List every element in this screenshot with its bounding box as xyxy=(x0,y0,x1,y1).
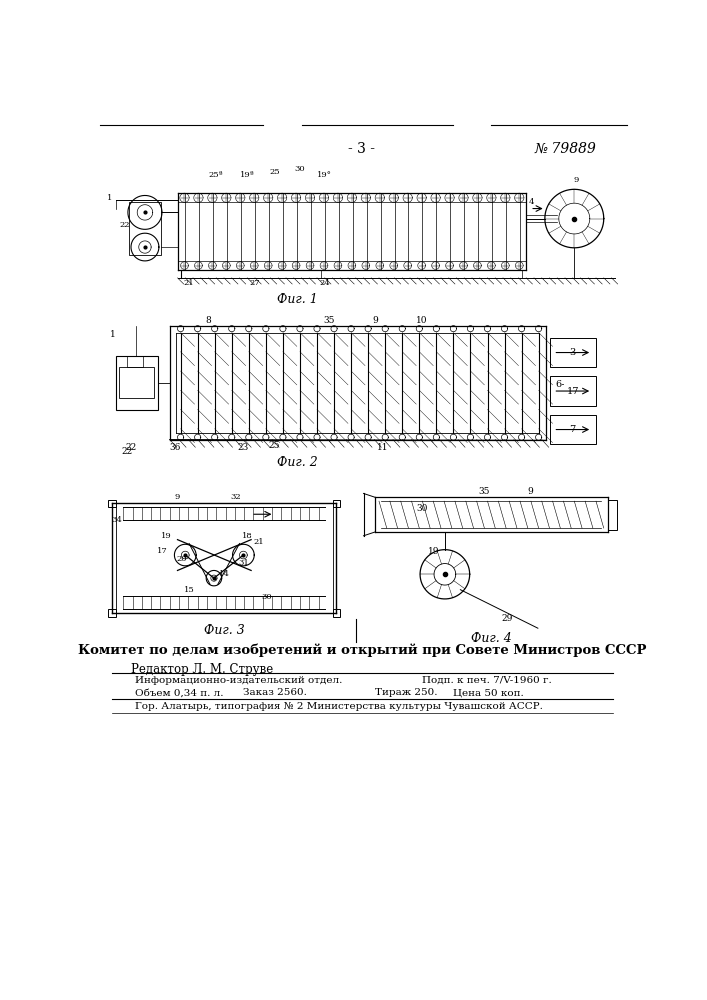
Text: Фиг. 3: Фиг. 3 xyxy=(204,624,245,637)
Text: 25ª: 25ª xyxy=(209,171,223,179)
Bar xyxy=(549,338,596,367)
Text: Фиг. 1: Фиг. 1 xyxy=(277,293,318,306)
Text: 36: 36 xyxy=(170,443,181,452)
Bar xyxy=(549,415,596,444)
Text: 17: 17 xyxy=(566,387,579,396)
Text: Цена 50 коп.: Цена 50 коп. xyxy=(452,688,523,697)
Text: 19: 19 xyxy=(160,532,171,540)
Text: 9: 9 xyxy=(373,316,378,325)
Text: 30: 30 xyxy=(262,593,272,601)
Text: 19ª: 19ª xyxy=(240,171,255,179)
Text: 22: 22 xyxy=(125,443,136,452)
Text: № 79889: № 79889 xyxy=(534,142,596,156)
Text: 21: 21 xyxy=(254,538,264,546)
Bar xyxy=(127,356,143,367)
Text: 11: 11 xyxy=(377,443,389,452)
Text: 1: 1 xyxy=(107,194,112,202)
Text: 4: 4 xyxy=(529,198,534,206)
Bar xyxy=(107,500,115,507)
Text: 29: 29 xyxy=(501,614,513,623)
Text: 30: 30 xyxy=(416,504,427,513)
Text: 9: 9 xyxy=(175,493,180,501)
Text: Фиг. 4: Фиг. 4 xyxy=(471,632,512,645)
Bar xyxy=(332,500,340,507)
Text: 21: 21 xyxy=(184,279,194,287)
Text: 22: 22 xyxy=(119,221,130,229)
Bar xyxy=(119,367,154,398)
Bar xyxy=(607,500,617,530)
Text: 1: 1 xyxy=(110,330,116,339)
Text: 22: 22 xyxy=(122,447,133,456)
Bar xyxy=(332,609,340,617)
Text: 23: 23 xyxy=(238,443,249,452)
Bar xyxy=(115,356,158,410)
Text: - 3 -: - 3 - xyxy=(349,142,375,156)
Text: 19°: 19° xyxy=(317,171,332,179)
Bar xyxy=(129,202,161,255)
Text: 35: 35 xyxy=(323,316,334,325)
Text: Комитет по делам изобретений и открытий при Совете Министров СССР: Комитет по делам изобретений и открытий … xyxy=(78,644,646,657)
Text: 20: 20 xyxy=(176,555,187,563)
Text: 31: 31 xyxy=(238,559,249,567)
Text: Тираж 250.: Тираж 250. xyxy=(375,688,438,697)
Text: 32: 32 xyxy=(230,493,241,501)
Text: 7: 7 xyxy=(570,425,576,434)
Text: 6-: 6- xyxy=(556,380,565,389)
Text: 34: 34 xyxy=(112,516,122,524)
Text: 14: 14 xyxy=(218,570,230,578)
Text: 15: 15 xyxy=(184,586,194,594)
Text: 24: 24 xyxy=(320,279,330,287)
Text: 8: 8 xyxy=(206,316,211,325)
Text: 19: 19 xyxy=(428,547,439,556)
Text: 30: 30 xyxy=(295,165,305,173)
Text: 35: 35 xyxy=(478,487,489,496)
Text: 3: 3 xyxy=(570,348,576,357)
Text: Фиг. 2: Фиг. 2 xyxy=(277,456,318,469)
Text: Редактор Л. М. Струве: Редактор Л. М. Струве xyxy=(131,663,273,676)
Text: Объем 0,34 п. л.: Объем 0,34 п. л. xyxy=(135,688,223,697)
Bar xyxy=(107,609,115,617)
Text: 17: 17 xyxy=(157,547,168,555)
Text: Информационно-издательский отдел.: Информационно-издательский отдел. xyxy=(135,676,342,685)
Text: 9: 9 xyxy=(574,176,579,184)
Text: 18: 18 xyxy=(242,532,252,540)
Text: Гор. Алатырь, типография № 2 Министерства культуры Чувашской АССР.: Гор. Алатырь, типография № 2 Министерств… xyxy=(135,702,543,711)
Text: Заказ 2560.: Заказ 2560. xyxy=(243,688,308,697)
Text: 25: 25 xyxy=(269,168,280,176)
Bar xyxy=(549,376,596,406)
Text: 9: 9 xyxy=(527,487,533,496)
Text: 10: 10 xyxy=(416,316,427,325)
Text: 25: 25 xyxy=(269,441,280,450)
Text: Подп. к печ. 7/V-1960 г.: Подп. к печ. 7/V-1960 г. xyxy=(421,676,551,685)
Text: 27: 27 xyxy=(250,279,260,287)
